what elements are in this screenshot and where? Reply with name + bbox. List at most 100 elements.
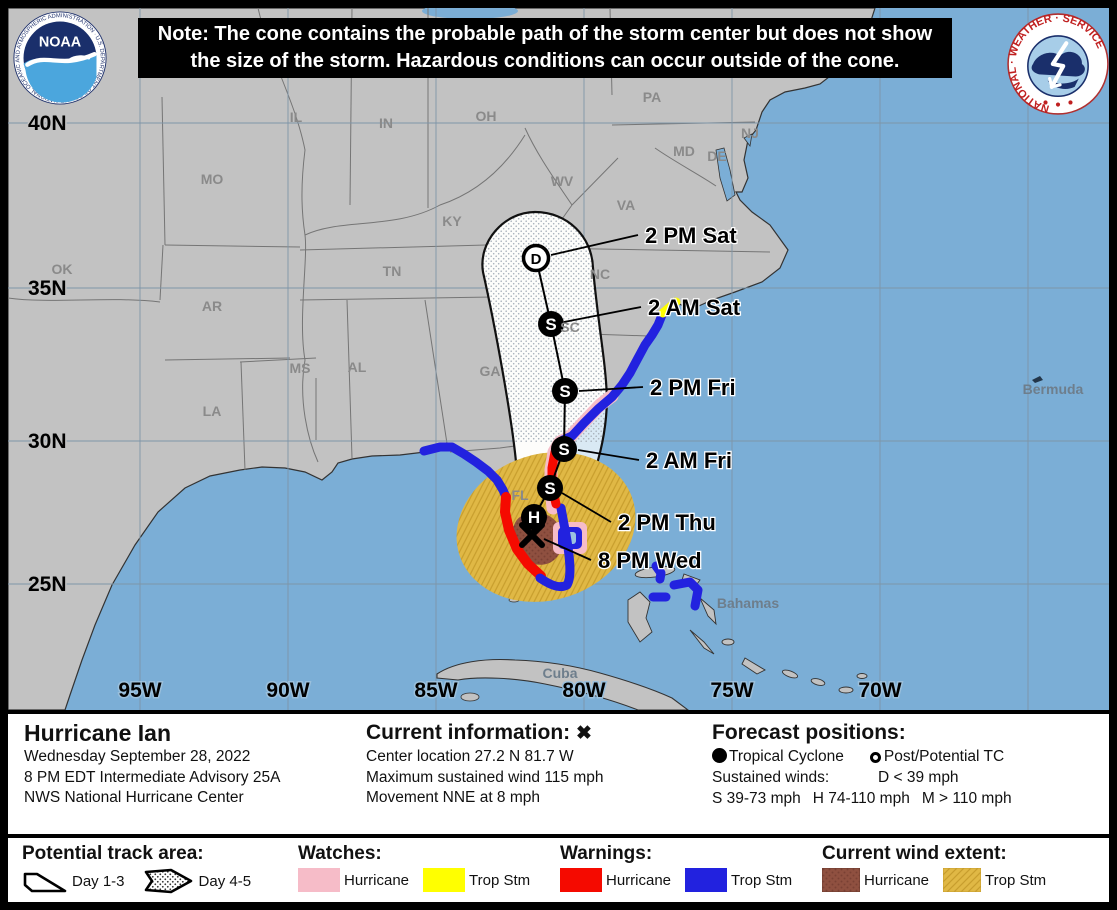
longitude-labels: 95W 90W 85W 80W 75W 70W: [117, 678, 903, 704]
trop-storm-watch-carolinas: [658, 297, 681, 318]
trop-storm-warning-southeast-coast: [551, 310, 667, 453]
lat-label: 40N: [28, 112, 67, 135]
state-label: IN: [379, 115, 393, 131]
state-label: NC: [590, 266, 610, 282]
marker-symbol: D: [531, 251, 542, 268]
state-label: MS: [290, 360, 311, 376]
trop-storm-warning-bahamas-1: [651, 561, 666, 584]
lon-label: 75W: [710, 679, 753, 702]
place-label: Bahamas: [717, 595, 779, 611]
max-sustained-wind: Maximum sustained wind 115 mph: [366, 768, 604, 786]
latitude-labels: 40N 35N 30N 25N: [27, 111, 69, 598]
hurricane-warning-swatch: [560, 868, 602, 892]
legend-panel: Potential track area: Day 1-3 Day 4-5 Wa…: [8, 834, 1109, 902]
trop-stm-wind-extent-swatch: [943, 868, 982, 892]
wind-extent-title: Current wind extent:: [822, 843, 1007, 864]
wind-class-d: D < 39 mph: [878, 769, 959, 786]
track-time-label: 2 PM Thu: [618, 510, 716, 535]
lake-sliver: [422, 8, 518, 19]
day-1-3-cone-icon: [23, 872, 67, 893]
trop-stm-wind-extent-label: Trop Stm: [985, 871, 1047, 889]
place-label: Cuba: [543, 665, 578, 681]
issuing-agency: NWS National Hurricane Center: [24, 789, 244, 806]
state-label: DE: [707, 148, 726, 164]
bahamas-islands: [627, 565, 868, 694]
movement: Movement NNE at 8 mph: [366, 789, 541, 806]
track-time-label: 2 AM Sat: [648, 295, 741, 320]
center-location: Center location 27.2 N 81.7 W: [366, 748, 574, 765]
lon-label: 85W: [414, 679, 457, 702]
advisory-number: 8 PM EDT Intermediate Advisory 25A: [24, 768, 281, 786]
track-area-title: Potential track area:: [22, 843, 204, 864]
label-pointer-lines: [543, 234, 644, 561]
marker-symbol: S: [558, 440, 569, 459]
marker-symbol: H: [528, 508, 540, 527]
forecast-positions-title: Forecast positions:: [712, 721, 906, 744]
tropical-cyclone-label: Tropical Cyclone: [729, 748, 844, 765]
note-line-2: the size of the storm. Hazardous conditi…: [190, 50, 900, 72]
state-label: TN: [383, 263, 402, 279]
wind-class-h: H 74-110 mph: [812, 790, 910, 807]
bermuda-island: [1032, 376, 1043, 383]
track-time-labels: 2 PM Sat 2 AM Sat 2 PM Fri 2 AM Fri 2 PM…: [597, 222, 742, 575]
state-label: VA: [617, 197, 635, 213]
lat-label: 35N: [28, 277, 67, 300]
warnings-title: Warnings:: [560, 843, 653, 864]
state-label: PA: [643, 89, 661, 105]
storm-name: Hurricane Ian: [24, 720, 171, 746]
lon-label: 90W: [266, 679, 309, 702]
marker-symbol: S: [559, 382, 570, 401]
delaware-bay: [743, 133, 753, 147]
state-label: AL: [348, 359, 367, 375]
track-time-label: 2 PM Sat: [645, 223, 737, 248]
isla-juventud: [460, 692, 480, 702]
cuba-land: [436, 658, 689, 710]
state-label: SC: [560, 319, 579, 335]
lat-label: 30N: [28, 430, 67, 453]
state-label: IL: [290, 109, 303, 125]
state-label: LA: [203, 403, 222, 419]
trop-stm-watch-swatch: [423, 868, 466, 892]
lon-label: 95W: [118, 679, 161, 702]
place-labels: Cuba Bahamas Bermuda: [543, 381, 1084, 681]
hurricane-warning-label: Hurricane: [606, 871, 672, 889]
hurricane-warning-west-coast: [500, 492, 546, 581]
noaa-logo: NATIONAL OCEANIC AND ATMOSPHERIC ADMINIS…: [10, 8, 108, 106]
post-potential-circle-icon: [869, 752, 881, 763]
advisory-info-panel: Hurricane Ian Wednesday September 28, 20…: [8, 710, 1109, 834]
lat-label: 25N: [28, 573, 67, 596]
marker-symbol: S: [545, 315, 556, 334]
current-position-x-glyph: ✖: [576, 723, 592, 744]
state-labels: IL IN OH PA NJ MD DE MO WV VA KY OK AR T…: [52, 89, 759, 503]
current-information-block: Current information: ✖ Center location 2…: [366, 714, 706, 834]
track-time-label: 8 PM Wed: [598, 548, 702, 573]
hurricane-wind-extent-swatch: [822, 868, 860, 892]
advisory-date: Wednesday September 28, 2022: [24, 748, 251, 765]
sustained-winds-line: Sustained winds: D < 39 mph: [712, 767, 1105, 788]
track-time-label: 2 AM Fri: [646, 448, 732, 473]
state-label: WV: [551, 173, 574, 189]
wind-class-m: M > 110 mph: [921, 790, 1012, 807]
lon-label: 70W: [858, 679, 901, 702]
day-4-5-label: Day 4-5: [198, 872, 252, 890]
trop-stm-warning-label: Trop Stm: [731, 871, 793, 889]
noaa-wordmark: NOAA: [39, 34, 82, 50]
trop-stm-watch-label: Trop Stm: [469, 871, 531, 889]
note-line-1: Note: The cone contains the probable pat…: [157, 23, 933, 45]
storm-identity-block: Hurricane Ian Wednesday September 28, 20…: [8, 714, 366, 834]
note-banner: Note: The cone contains the probable pat…: [138, 18, 952, 78]
trop-storm-warning-south-florida: [535, 503, 575, 592]
state-label: AR: [202, 298, 222, 314]
forecast-symbols-line: Tropical Cyclone Post/Potential TC: [712, 746, 1105, 767]
legend-track-area-group: Potential track area: Day 1-3 Day 4-5: [8, 838, 298, 902]
forecast-map: H S S S S D 40N 35N 30N 25N: [8, 8, 1109, 710]
state-label: NJ: [741, 125, 759, 141]
sustained-winds-label: Sustained winds:: [712, 769, 830, 786]
tropical-cyclone-dot-icon: [712, 748, 727, 763]
current-information-title: Current information: ✖: [366, 720, 706, 747]
trop-storm-warning-panhandle: [419, 442, 511, 502]
hurricane-watch-swatch: [298, 868, 340, 892]
legend-watches-group: Watches: Hurricane Trop Stm: [298, 838, 560, 902]
state-label: GA: [480, 363, 501, 379]
trop-stm-warning-swatch: [685, 868, 728, 892]
